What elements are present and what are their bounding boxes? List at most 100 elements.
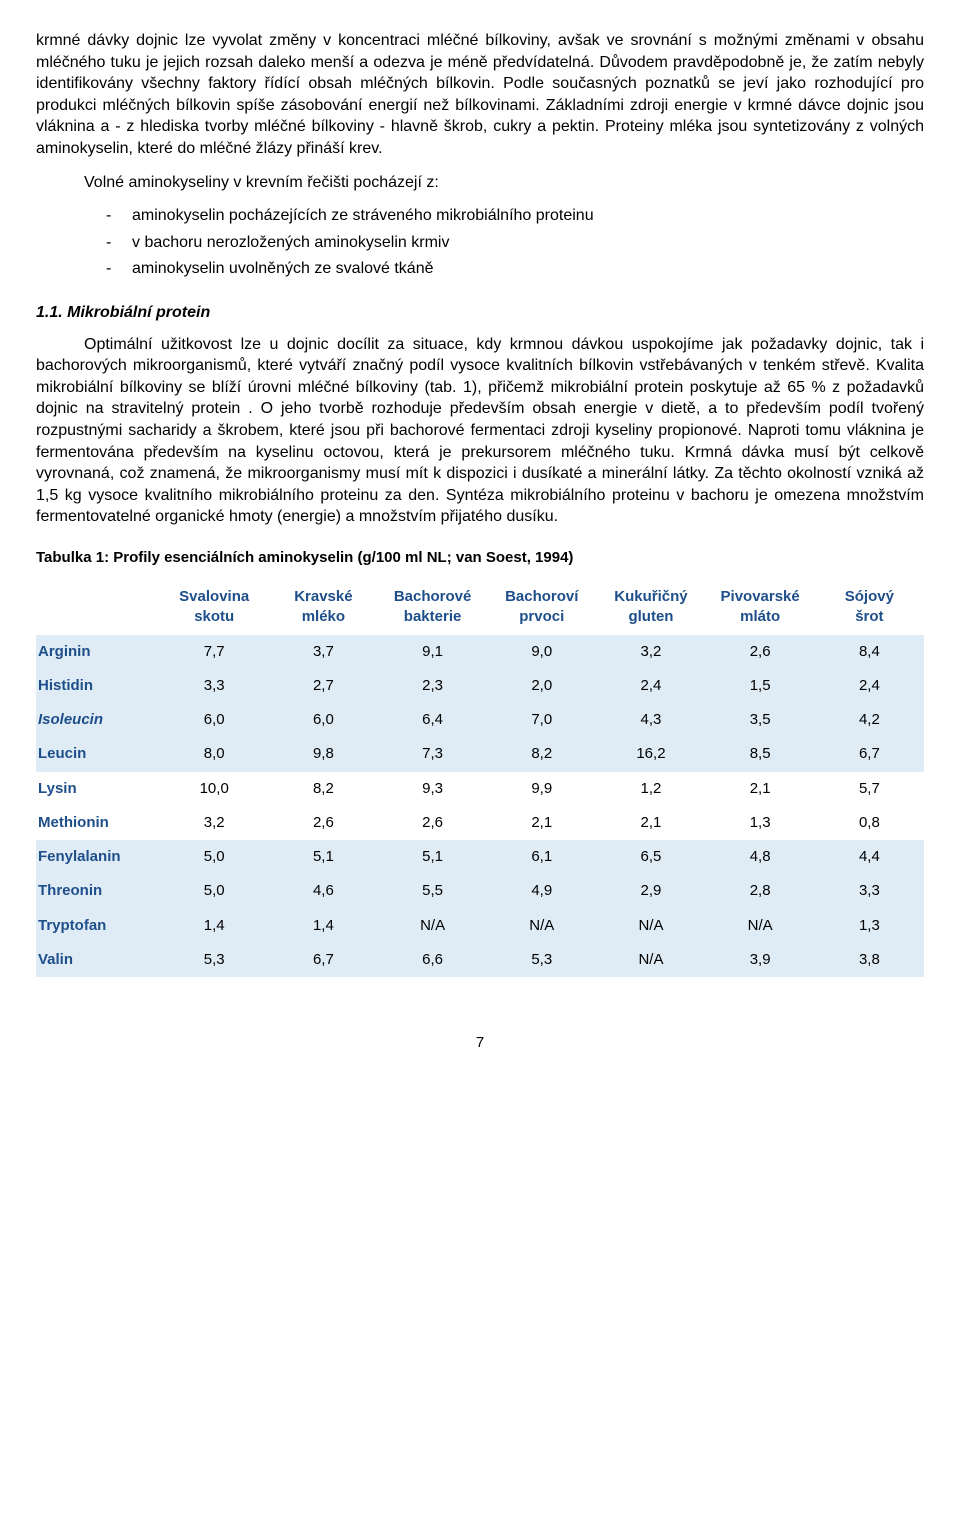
table-cell: 5,3 xyxy=(160,943,269,977)
table-cell: 3,2 xyxy=(160,806,269,840)
table-cell: N/A xyxy=(706,909,815,943)
table-row: Threonin5,04,65,54,92,92,83,3 xyxy=(36,874,924,908)
table-cell: 2,4 xyxy=(596,669,705,703)
table-cell: 9,9 xyxy=(487,772,596,806)
table-cell: 2,4 xyxy=(815,669,924,703)
table-cell: 5,5 xyxy=(378,874,487,908)
table-header: Kukuřičnýgluten xyxy=(596,580,705,635)
table-cell: 3,7 xyxy=(269,635,378,669)
table-cell: 7,0 xyxy=(487,703,596,737)
table-cell: 8,5 xyxy=(706,737,815,771)
table-cell: 10,0 xyxy=(160,772,269,806)
dash-icon: - xyxy=(106,232,132,254)
table-cell: 5,3 xyxy=(487,943,596,977)
table-row: Histidin3,32,72,32,02,41,52,4 xyxy=(36,669,924,703)
table-row: Isoleucin6,06,06,47,04,33,54,2 xyxy=(36,703,924,737)
table-cell: 2,1 xyxy=(487,806,596,840)
table-header: Bachorovébakterie xyxy=(378,580,487,635)
table-cell: 4,3 xyxy=(596,703,705,737)
paragraph-1: krmné dávky dojnic lze vyvolat změny v k… xyxy=(36,30,924,160)
table-cell: 6,5 xyxy=(596,840,705,874)
table-cell: 2,7 xyxy=(269,669,378,703)
table-row: Arginin7,73,79,19,03,22,68,4 xyxy=(36,635,924,669)
table-row: Fenylalanin5,05,15,16,16,54,84,4 xyxy=(36,840,924,874)
table-row: Lysin10,08,29,39,91,22,15,7 xyxy=(36,772,924,806)
table-cell: 2,8 xyxy=(706,874,815,908)
table-cell: 9,3 xyxy=(378,772,487,806)
table-cell: 8,0 xyxy=(160,737,269,771)
row-header: Arginin xyxy=(36,635,160,669)
bullets-intro: Volné aminokyseliny v krevním řečišti po… xyxy=(36,172,924,194)
list-item: - aminokyselin pocházejících ze strávené… xyxy=(36,205,924,227)
table-cell: 2,1 xyxy=(596,806,705,840)
table-cell: 6,0 xyxy=(269,703,378,737)
table-cell: 2,6 xyxy=(269,806,378,840)
table-header: Sójovýšrot xyxy=(815,580,924,635)
table-row: Tryptofan1,41,4N/AN/AN/AN/A1,3 xyxy=(36,909,924,943)
table-cell: 5,0 xyxy=(160,840,269,874)
table-cell: 4,4 xyxy=(815,840,924,874)
table-cell: 8,4 xyxy=(815,635,924,669)
table-cell: 2,6 xyxy=(706,635,815,669)
table-cell: 4,8 xyxy=(706,840,815,874)
table-cell: 3,5 xyxy=(706,703,815,737)
table-cell: 6,0 xyxy=(160,703,269,737)
table-cell: 1,4 xyxy=(269,909,378,943)
table-cell: 9,0 xyxy=(487,635,596,669)
row-header: Methionin xyxy=(36,806,160,840)
table-cell: 4,6 xyxy=(269,874,378,908)
table-cell: 3,3 xyxy=(160,669,269,703)
table-cell: 1,2 xyxy=(596,772,705,806)
table-row: Valin5,36,76,65,3N/A3,93,8 xyxy=(36,943,924,977)
row-header: Lysin xyxy=(36,772,160,806)
table-cell: 5,1 xyxy=(378,840,487,874)
table-cell: 5,0 xyxy=(160,874,269,908)
table-cell: 8,2 xyxy=(487,737,596,771)
table-cell: N/A xyxy=(596,943,705,977)
row-header: Isoleucin xyxy=(36,703,160,737)
row-header: Leucin xyxy=(36,737,160,771)
table-cell: 2,6 xyxy=(378,806,487,840)
table-cell: 7,3 xyxy=(378,737,487,771)
table-cell: 1,3 xyxy=(706,806,815,840)
table-cell: 1,3 xyxy=(815,909,924,943)
table-cell: 3,2 xyxy=(596,635,705,669)
bullet-list: - aminokyselin pocházejících ze strávené… xyxy=(36,205,924,280)
list-item: - v bachoru nerozložených aminokyselin k… xyxy=(36,232,924,254)
table-cell: 6,6 xyxy=(378,943,487,977)
table-header: Bachorovíprvoci xyxy=(487,580,596,635)
table-cell: 2,9 xyxy=(596,874,705,908)
amino-acid-table: Svalovinaskotu Kravskémléko Bachorovébak… xyxy=(36,580,924,977)
table-title: Tabulka 1: Profily esenciálních aminokys… xyxy=(36,548,924,568)
dash-icon: - xyxy=(106,205,132,227)
table-cell: 6,4 xyxy=(378,703,487,737)
table-cell: N/A xyxy=(378,909,487,943)
table-header: Kravskémléko xyxy=(269,580,378,635)
table-cell: 1,5 xyxy=(706,669,815,703)
table-cell: 5,1 xyxy=(269,840,378,874)
table-cell: 1,4 xyxy=(160,909,269,943)
row-header: Tryptofan xyxy=(36,909,160,943)
row-header: Threonin xyxy=(36,874,160,908)
list-item-text: v bachoru nerozložených aminokyselin krm… xyxy=(132,232,449,254)
table-cell: 6,7 xyxy=(815,737,924,771)
table-cell: 16,2 xyxy=(596,737,705,771)
list-item-text: aminokyselin pocházejících ze stráveného… xyxy=(132,205,594,227)
dash-icon: - xyxy=(106,258,132,280)
table-cell: N/A xyxy=(596,909,705,943)
table-cell: 3,3 xyxy=(815,874,924,908)
table-cell: 0,8 xyxy=(815,806,924,840)
table-row: Leucin8,09,87,38,216,28,56,7 xyxy=(36,737,924,771)
table-cell: 7,7 xyxy=(160,635,269,669)
section-title: 1.1. Mikrobiální protein xyxy=(36,302,924,324)
table-cell: 3,9 xyxy=(706,943,815,977)
table-cell: 5,7 xyxy=(815,772,924,806)
table-header-row: Svalovinaskotu Kravskémléko Bachorovébak… xyxy=(36,580,924,635)
row-header: Valin xyxy=(36,943,160,977)
table-cell: 2,0 xyxy=(487,669,596,703)
table-cell: N/A xyxy=(487,909,596,943)
table-cell: 4,2 xyxy=(815,703,924,737)
row-header: Histidin xyxy=(36,669,160,703)
paragraph-2: Optimální užitkovost lze u dojnic docíli… xyxy=(36,334,924,528)
table-row: Methionin3,22,62,62,12,11,30,8 xyxy=(36,806,924,840)
